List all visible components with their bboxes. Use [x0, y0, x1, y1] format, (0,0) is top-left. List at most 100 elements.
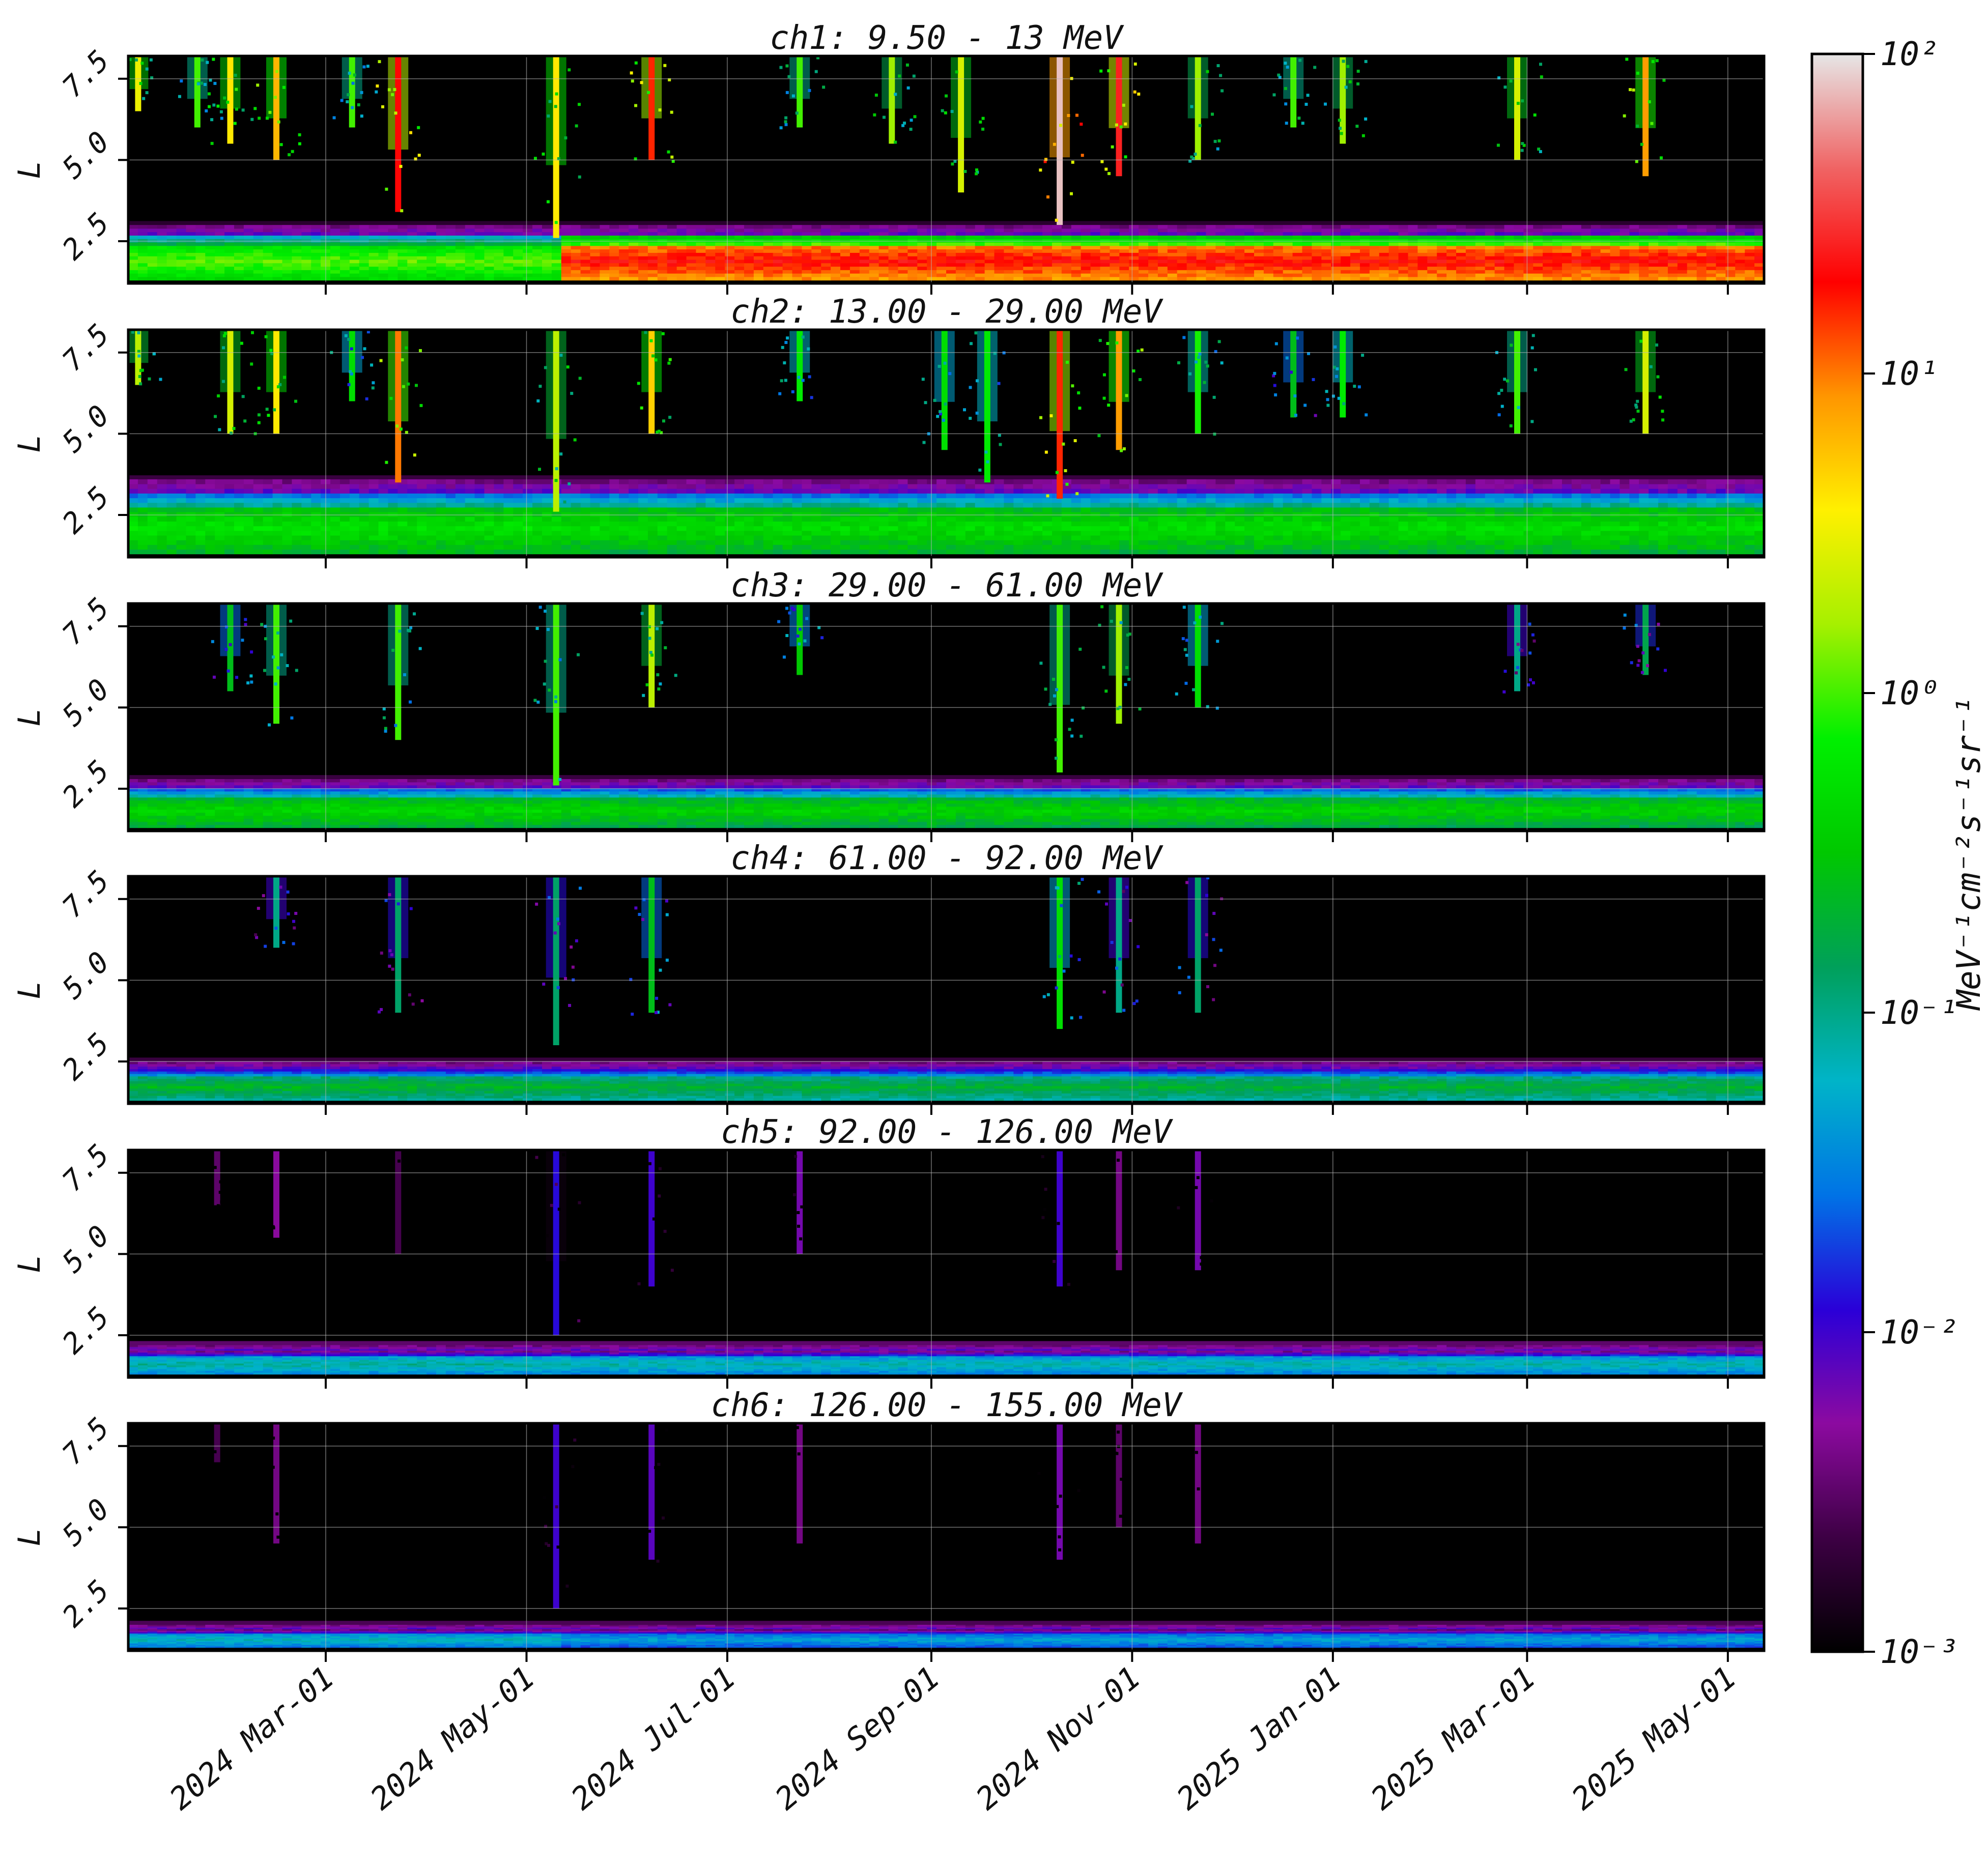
- belt-cell: [1667, 266, 1678, 270]
- belt-cell: [907, 544, 918, 550]
- belt-cell: [802, 483, 812, 489]
- belt-cell: [1543, 270, 1553, 274]
- belt-cell: [176, 511, 187, 517]
- belt-cell: [927, 242, 937, 246]
- belt-cell: [128, 228, 138, 233]
- belt-cell: [1437, 245, 1447, 250]
- belt-cell: [965, 544, 976, 550]
- belt-cell: [388, 488, 398, 494]
- belt-cell: [1023, 540, 1033, 545]
- belt-cell: [1235, 526, 1245, 531]
- belt-cell: [1244, 511, 1255, 517]
- belt-cell: [859, 530, 870, 536]
- belt-cell: [638, 266, 648, 270]
- belt-cell: [339, 270, 350, 274]
- belt-cell: [1667, 232, 1678, 236]
- belt-cell: [1350, 270, 1360, 274]
- belt-cell: [301, 273, 311, 277]
- belt-cell: [1263, 488, 1274, 494]
- belt-cell: [1013, 549, 1024, 555]
- belt-cell: [137, 493, 148, 499]
- belt-cell: [176, 242, 187, 246]
- belt-cell: [292, 479, 302, 484]
- belt-cell: [542, 249, 552, 253]
- belt-cell: [1196, 516, 1207, 522]
- belt-cell: [1263, 516, 1274, 522]
- belt-cell: [1331, 249, 1341, 253]
- belt-cell: [609, 266, 619, 270]
- belt-cell: [272, 516, 283, 522]
- belt-cell: [734, 273, 745, 277]
- belt-cell: [542, 516, 552, 522]
- belt-cell: [753, 498, 764, 503]
- belt-cell: [1533, 225, 1543, 229]
- belt-cell: [600, 242, 610, 246]
- belt-cell: [629, 252, 639, 256]
- belt-cell: [205, 549, 215, 555]
- belt-cell: [667, 544, 677, 550]
- belt-cell: [186, 270, 196, 274]
- belt-cell: [1504, 249, 1515, 253]
- event-speckle: [564, 136, 567, 139]
- belt-cell: [1735, 270, 1745, 274]
- event-speckle: [630, 71, 633, 75]
- belt-cell: [1687, 232, 1697, 236]
- belt-cell: [359, 256, 370, 260]
- belt-cell: [1658, 242, 1668, 246]
- event-speckle: [1496, 143, 1500, 147]
- belt-cell: [176, 535, 187, 540]
- belt-cell: [1465, 252, 1476, 256]
- belt-cell: [166, 270, 177, 274]
- belt-cell: [263, 493, 273, 499]
- belt-cell: [292, 259, 302, 264]
- belt-cell: [1716, 235, 1726, 239]
- belt-cell: [725, 498, 735, 503]
- belt-cell: [359, 535, 370, 540]
- belt-cell: [561, 507, 572, 512]
- belt-cell: [1581, 242, 1592, 246]
- belt-cell: [397, 249, 408, 253]
- belt-cell: [532, 493, 543, 499]
- belt-cell: [955, 245, 966, 250]
- belt-cell: [898, 493, 908, 499]
- belt-cell: [667, 521, 677, 527]
- belt-cell: [311, 526, 321, 531]
- belt-cell: [1206, 235, 1216, 239]
- belt-cell: [1023, 549, 1033, 555]
- belt-cell: [994, 239, 1005, 243]
- belt-cell: [1157, 228, 1168, 233]
- belt-cell: [1110, 521, 1120, 527]
- belt-cell: [619, 544, 629, 550]
- belt-cell: [195, 521, 206, 527]
- event-speckle: [210, 141, 214, 145]
- belt-cell: [224, 540, 235, 545]
- belt-cell: [917, 273, 927, 277]
- belt-cell: [571, 521, 581, 527]
- belt-cell: [686, 535, 697, 540]
- belt-cell: [898, 270, 908, 274]
- belt-cell: [1033, 479, 1043, 484]
- belt-cell: [417, 526, 427, 531]
- belt-cell: [263, 270, 273, 274]
- belt-cell: [1167, 507, 1178, 512]
- belt-cell: [849, 511, 860, 517]
- belt-cell: [1090, 225, 1101, 229]
- belt-cell: [1514, 252, 1524, 256]
- belt-cell: [609, 549, 619, 555]
- belt-cell: [195, 507, 206, 512]
- belt-cell: [465, 235, 475, 239]
- belt-cell: [1100, 242, 1110, 246]
- belt-cell: [1004, 483, 1014, 489]
- belt-cell: [782, 256, 793, 260]
- belt-cell: [1157, 266, 1168, 270]
- belt-cell: [243, 273, 254, 277]
- belt-cell: [1379, 249, 1389, 253]
- belt-cell: [436, 544, 446, 550]
- belt-cell: [782, 511, 793, 517]
- belt-cell: [821, 252, 831, 256]
- belt-cell: [1148, 228, 1158, 233]
- belt-cell: [301, 498, 311, 503]
- belt-cell: [1254, 516, 1264, 522]
- belt-cell: [368, 483, 379, 489]
- belt-cell: [339, 263, 350, 267]
